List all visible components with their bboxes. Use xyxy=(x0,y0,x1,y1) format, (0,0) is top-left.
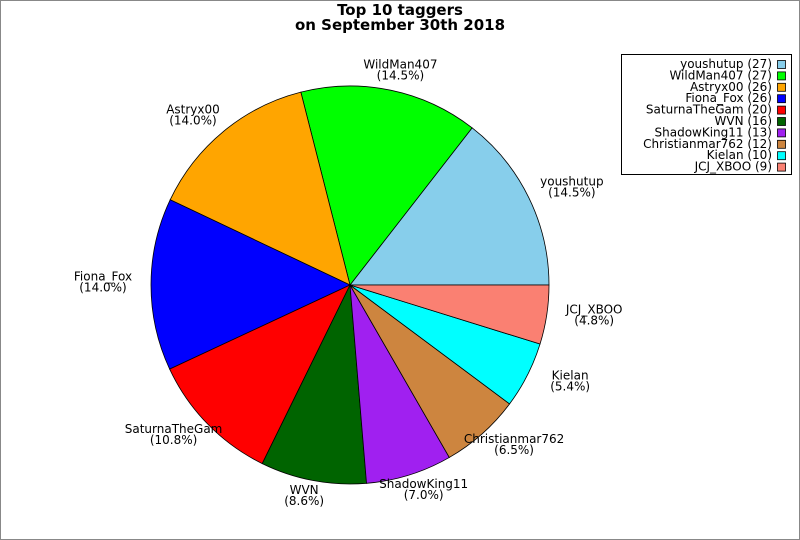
slice-label: WildMan407 xyxy=(363,58,437,72)
pie-slice xyxy=(261,283,367,485)
legend-swatch xyxy=(777,94,786,104)
pie-slice xyxy=(300,85,473,286)
legend-label: youshutup (27) xyxy=(680,57,772,71)
pie-slice xyxy=(349,127,550,286)
slice-label: WVN xyxy=(290,483,319,497)
legend-swatch xyxy=(777,105,786,115)
chart-subtitle: on September 30th 2018 xyxy=(295,16,505,34)
legend-label: SaturnaTheGam (20) xyxy=(646,103,772,117)
slice-value-label: (7.0%) xyxy=(404,488,444,502)
legend-swatch xyxy=(777,151,786,161)
legend-swatch xyxy=(777,82,786,92)
legend-label: Kielan (10) xyxy=(707,148,772,162)
legend-label: Astryx00 (26) xyxy=(690,80,772,94)
legend-swatch xyxy=(777,139,786,149)
slice-label: JCJ_XBOO xyxy=(565,303,623,317)
slice-value-label: (8.6%) xyxy=(284,494,324,508)
legend-label: Fiona_Fox (26) xyxy=(685,91,772,105)
slice-value-label: (14.5%) xyxy=(548,186,595,200)
pie-slice xyxy=(169,91,351,286)
legend-swatch xyxy=(777,71,786,81)
slice-label: Astryx00 xyxy=(166,102,220,116)
legend-swatch xyxy=(777,162,786,172)
slice-label: Kielan xyxy=(552,368,589,382)
legend-label: WVN (16) xyxy=(715,114,773,128)
pie-slice xyxy=(150,199,351,370)
slice-label: ShadowKing11 xyxy=(379,477,468,491)
slice-label: youshutup xyxy=(540,175,603,189)
slice-value-label: (4.8%) xyxy=(574,314,614,328)
legend-label: WildMan407 (27) xyxy=(669,68,772,82)
slice-value-label: (5.4%) xyxy=(550,379,590,393)
legend-swatch xyxy=(777,128,786,138)
slice-label: Christianmar762 xyxy=(464,432,564,446)
legend-box xyxy=(621,54,792,175)
slice-value-label: (10.8%) xyxy=(150,433,197,447)
pie-slice xyxy=(349,284,550,345)
slice-label: Fiona_Fox xyxy=(74,269,132,283)
legend-swatch xyxy=(777,60,786,69)
slice-value-label: (6.5%) xyxy=(494,443,534,457)
pie-slice xyxy=(169,284,351,465)
legend-label: Christianmar762 (12) xyxy=(643,137,772,151)
slice-value-label: (14.0%) xyxy=(79,280,126,294)
chart-title: Top 10 taggers xyxy=(337,1,463,19)
legend-label: ShadowKing11 (13) xyxy=(655,125,773,139)
slice-value-label: (14.5%) xyxy=(377,69,424,83)
slice-value-label: (14.0%) xyxy=(169,113,216,127)
legend-swatch xyxy=(777,117,786,126)
slice-label: SaturnaTheGam xyxy=(125,422,223,436)
legend-label: JCJ_XBOO (9) xyxy=(694,160,772,174)
